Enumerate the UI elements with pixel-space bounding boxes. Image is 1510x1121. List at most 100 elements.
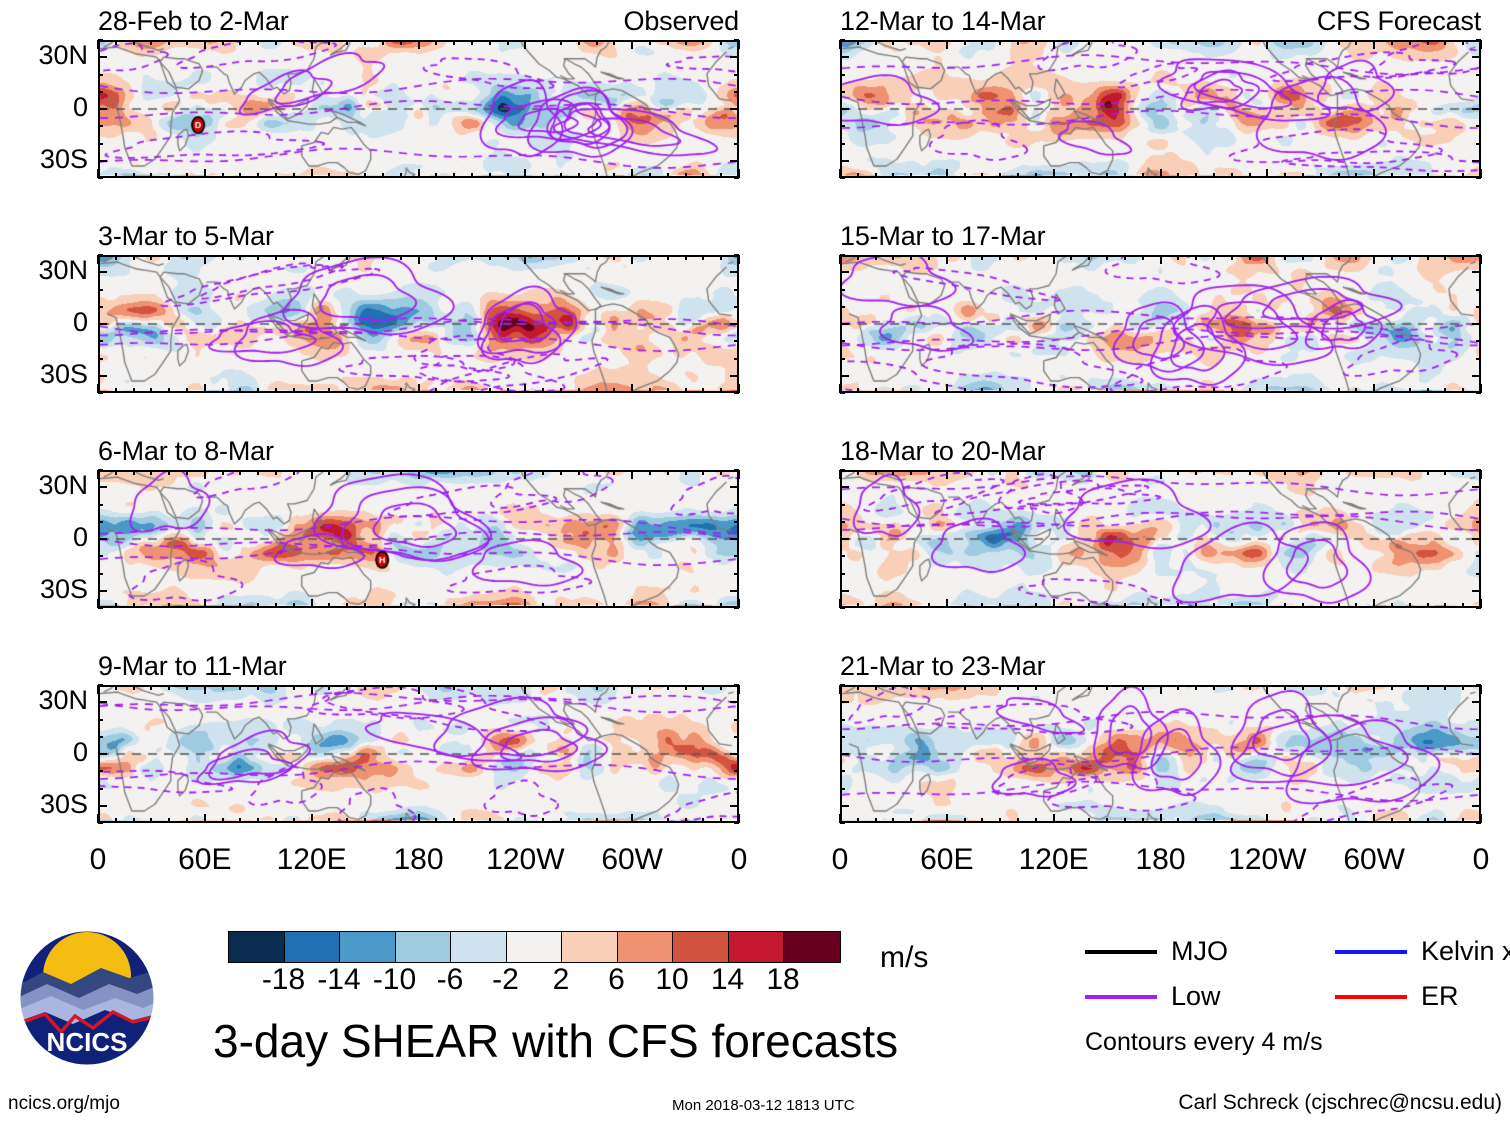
axis-tick (1248, 818, 1251, 823)
axis-tick (310, 384, 313, 393)
axis-tick (1177, 173, 1180, 178)
axis-tick (168, 388, 171, 393)
axis-tick (840, 374, 849, 377)
axis-tick (1248, 603, 1251, 608)
x-axis-label: 120W (1228, 843, 1307, 876)
axis-tick (488, 470, 491, 475)
axis-tick (1476, 340, 1481, 343)
axis-tick (1284, 173, 1287, 178)
axis-tick (928, 603, 931, 608)
axis-tick (1052, 814, 1055, 823)
axis-tick (1373, 599, 1376, 608)
axis-tick (945, 255, 948, 264)
axis-tick (470, 685, 473, 690)
map-canvas (100, 257, 737, 391)
axis-tick (1070, 388, 1073, 393)
axis-tick (1141, 40, 1144, 45)
axis-tick (856, 388, 859, 393)
axis-tick (1319, 470, 1322, 475)
axis-tick (666, 40, 669, 45)
axis-tick (1426, 818, 1429, 823)
axis-tick (98, 822, 103, 824)
axis-tick (892, 40, 895, 45)
axis-tick (981, 255, 984, 260)
map-panel (98, 40, 739, 178)
axis-tick (275, 173, 278, 178)
axis-tick (1319, 388, 1322, 393)
axis-tick (506, 255, 509, 260)
y-axis-label: 30N (38, 470, 88, 501)
axis-tick (399, 255, 402, 260)
axis-tick (734, 288, 739, 291)
axis-tick (1476, 357, 1481, 360)
axis-tick (840, 701, 849, 704)
axis-tick (1034, 685, 1037, 690)
y-axis-label: 30S (39, 788, 88, 819)
map-canvas (842, 257, 1479, 391)
axis-tick (310, 470, 313, 479)
axis-tick (684, 818, 687, 823)
axis-tick (114, 685, 117, 690)
axis-tick (1195, 40, 1198, 45)
axis-tick (98, 90, 103, 93)
axis-tick (734, 607, 739, 609)
colorbar-tick-label: -18 (261, 963, 306, 996)
axis-tick (186, 603, 189, 608)
axis-tick (98, 159, 107, 162)
axis-tick (559, 255, 562, 260)
axis-tick (98, 607, 103, 609)
axis-tick (453, 818, 456, 823)
axis-tick (1052, 255, 1055, 264)
axis-tick (98, 305, 103, 308)
x-axis-label: 120E (1018, 843, 1089, 876)
legend-item: Kelvin x2 (1335, 938, 1510, 965)
axis-tick (239, 40, 242, 45)
axis-tick (221, 818, 224, 823)
ncics-logo-svg: NCICS (19, 930, 155, 1066)
axis-tick (1266, 814, 1269, 823)
axis-tick (1373, 814, 1376, 823)
axis-tick (1159, 685, 1162, 694)
axis-tick (203, 169, 206, 178)
axis-tick (734, 392, 739, 394)
axis-tick (364, 818, 367, 823)
axis-tick (98, 125, 103, 128)
axis-tick (524, 40, 527, 49)
axis-tick (1159, 599, 1162, 608)
axis-tick (613, 470, 616, 475)
x-axis-label: 0 (89, 843, 107, 876)
axis-tick (132, 818, 135, 823)
axis-tick (328, 40, 331, 45)
legend-item: MJO (1085, 938, 1228, 965)
colorbar-swatch (728, 932, 784, 962)
axis-tick (203, 470, 206, 479)
axis-tick (470, 388, 473, 393)
y-axis-label: 30N (38, 685, 88, 716)
footer-author: Carl Schreck (cjschrec@ncsu.edu) (1178, 1091, 1502, 1114)
axis-tick (1177, 40, 1180, 45)
y-axis-label: 30S (39, 573, 88, 604)
axis-tick (186, 173, 189, 178)
axis-tick (720, 685, 723, 690)
axis-tick (702, 685, 705, 690)
axis-tick (1337, 255, 1340, 260)
axis-tick (702, 603, 705, 608)
axis-tick (702, 173, 705, 178)
axis-tick (577, 603, 580, 608)
axis-tick (720, 603, 723, 608)
axis-tick (417, 40, 420, 49)
axis-tick (524, 685, 527, 694)
axis-tick (1480, 384, 1482, 393)
axis-tick (470, 603, 473, 608)
axis-tick (417, 685, 420, 694)
axis-tick (910, 685, 913, 690)
axis-tick (856, 173, 859, 178)
axis-tick (981, 470, 984, 475)
axis-tick (730, 323, 739, 325)
axis-tick (577, 40, 580, 45)
axis-tick (1123, 388, 1126, 393)
axis-tick (1177, 255, 1180, 260)
axis-tick (239, 255, 242, 260)
axis-tick (738, 470, 740, 479)
map-canvas (842, 687, 1479, 821)
